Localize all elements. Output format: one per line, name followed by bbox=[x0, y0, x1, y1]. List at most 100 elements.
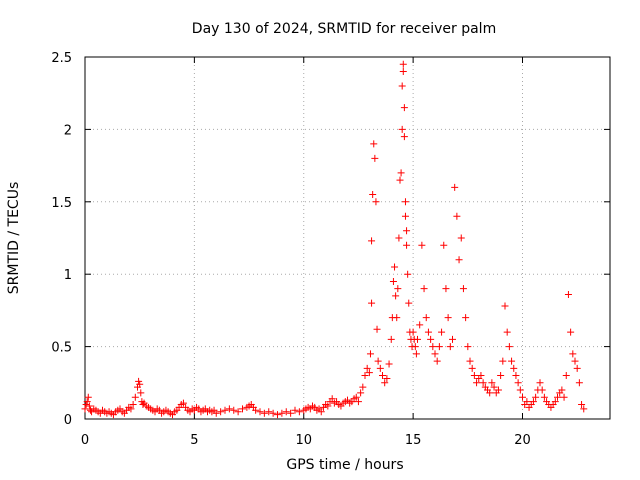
data-point bbox=[217, 408, 225, 416]
data-point bbox=[234, 408, 242, 416]
data-point bbox=[81, 405, 89, 413]
data-point bbox=[398, 82, 406, 90]
y-tick-label: 1 bbox=[64, 268, 72, 283]
data-point bbox=[278, 409, 286, 417]
data-point bbox=[440, 241, 448, 249]
data-point bbox=[260, 409, 268, 417]
data-point bbox=[221, 406, 229, 414]
data-point bbox=[394, 285, 402, 293]
data-point bbox=[230, 406, 238, 414]
data-point bbox=[558, 386, 566, 394]
data-point bbox=[538, 386, 546, 394]
data-point bbox=[446, 343, 454, 351]
data-point bbox=[567, 328, 575, 336]
data-point bbox=[399, 67, 407, 75]
data-point bbox=[433, 357, 441, 365]
y-tick-label: 2.5 bbox=[51, 51, 72, 66]
y-tick-labels: 0 0.5 1 1.5 2 2.5 bbox=[51, 51, 72, 428]
plot-frame bbox=[84, 56, 611, 420]
x-axis-label: GPS time / hours bbox=[286, 457, 403, 473]
data-point bbox=[412, 350, 420, 358]
data-point bbox=[431, 350, 439, 358]
data-point bbox=[435, 343, 443, 351]
data-point bbox=[282, 408, 290, 416]
gridlines bbox=[85, 57, 610, 419]
data-point bbox=[438, 328, 446, 336]
data-point bbox=[420, 285, 428, 293]
data-point bbox=[486, 389, 494, 397]
data-point bbox=[404, 270, 412, 278]
data-point bbox=[137, 389, 145, 397]
data-point bbox=[395, 234, 403, 242]
data-point bbox=[370, 140, 378, 148]
data-point bbox=[477, 372, 485, 380]
data-point bbox=[295, 408, 303, 416]
data-point bbox=[562, 372, 570, 380]
data-point bbox=[328, 395, 336, 403]
data-point bbox=[403, 227, 411, 235]
data-point bbox=[503, 328, 511, 336]
data-point bbox=[453, 212, 461, 220]
data-point bbox=[499, 357, 507, 365]
data-point bbox=[424, 328, 432, 336]
data-point bbox=[291, 406, 299, 414]
data-point bbox=[529, 398, 537, 406]
data-point bbox=[505, 343, 513, 351]
data-point bbox=[479, 379, 487, 387]
data-point bbox=[490, 383, 498, 391]
data-point bbox=[129, 401, 137, 409]
data-point bbox=[466, 357, 474, 365]
data-point bbox=[455, 256, 463, 264]
data-point bbox=[540, 393, 548, 401]
data-point bbox=[265, 408, 273, 416]
data-point bbox=[376, 364, 384, 372]
data-point bbox=[398, 125, 406, 133]
data-point bbox=[392, 292, 400, 300]
data-point bbox=[131, 393, 139, 401]
data-point bbox=[411, 343, 419, 351]
data-point bbox=[400, 133, 408, 141]
data-point bbox=[575, 379, 583, 387]
data-point bbox=[427, 335, 435, 343]
chart-title: Day 130 of 2024, SRMTID for receiver pal… bbox=[192, 21, 496, 37]
data-point bbox=[269, 409, 277, 417]
data-point bbox=[391, 263, 399, 271]
data-point bbox=[442, 285, 450, 293]
data-point bbox=[409, 328, 417, 336]
data-point bbox=[373, 325, 381, 333]
data-point bbox=[379, 372, 386, 380]
x-tick-label: 15 bbox=[405, 433, 422, 448]
data-point bbox=[252, 406, 260, 414]
data-point bbox=[578, 401, 586, 409]
data-point bbox=[381, 379, 389, 387]
data-points bbox=[81, 60, 588, 419]
data-point bbox=[580, 405, 588, 413]
data-point bbox=[473, 379, 481, 387]
data-point bbox=[468, 364, 476, 372]
data-point bbox=[82, 401, 90, 409]
data-point bbox=[361, 372, 369, 380]
data-point bbox=[135, 377, 143, 385]
data-point bbox=[397, 169, 405, 177]
data-point bbox=[560, 393, 568, 401]
data-point bbox=[449, 335, 456, 343]
data-point bbox=[225, 405, 233, 413]
data-point bbox=[136, 380, 144, 388]
data-point bbox=[83, 398, 91, 406]
x-tick-label: 20 bbox=[514, 433, 531, 448]
data-point bbox=[369, 191, 377, 199]
data-point bbox=[317, 408, 325, 416]
data-point bbox=[444, 314, 452, 322]
data-point bbox=[357, 389, 365, 397]
data-point bbox=[414, 335, 421, 343]
x-tick-label: 10 bbox=[295, 433, 312, 448]
data-point bbox=[84, 393, 92, 401]
data-point bbox=[519, 393, 526, 401]
data-point bbox=[389, 277, 397, 285]
data-point bbox=[393, 314, 401, 322]
data-point bbox=[383, 374, 391, 382]
data-point bbox=[523, 398, 531, 406]
data-point bbox=[512, 372, 520, 380]
data-point bbox=[532, 393, 540, 401]
